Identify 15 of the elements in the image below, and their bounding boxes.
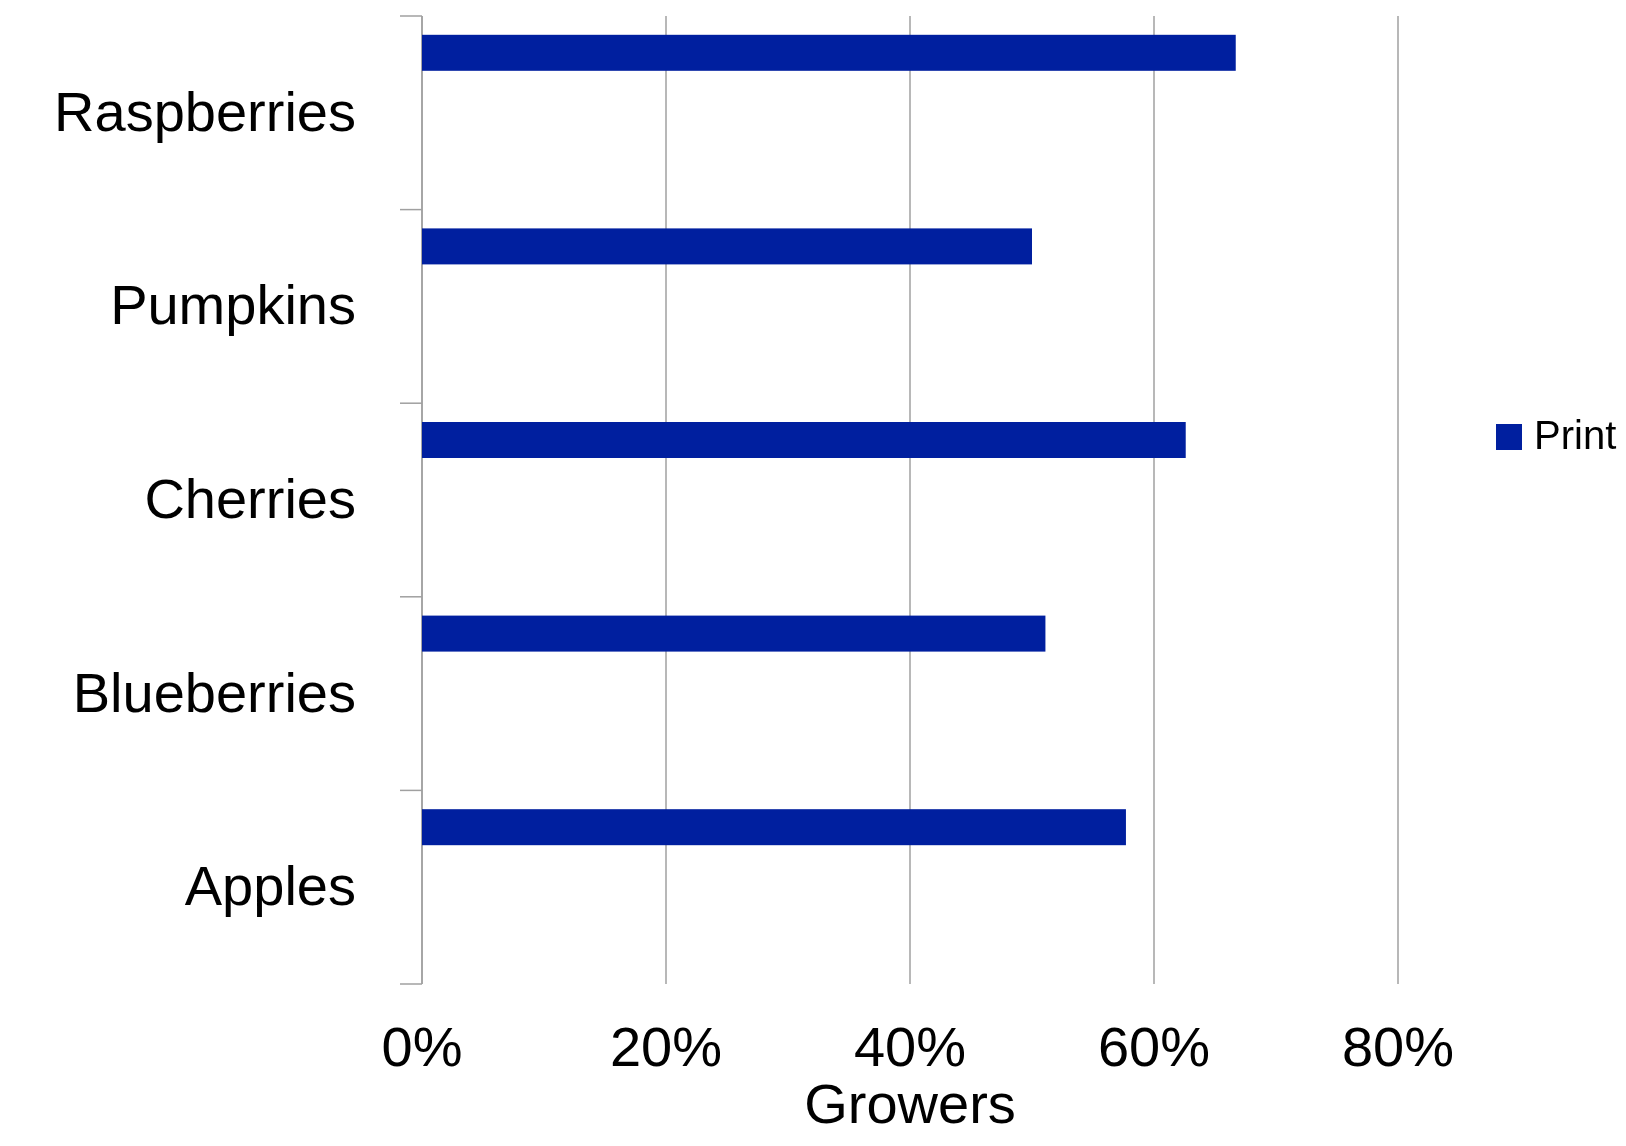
y-tick-label: Cherries bbox=[144, 467, 356, 530]
bar bbox=[422, 422, 1186, 458]
x-tick-label: 80% bbox=[1341, 1015, 1455, 1078]
bar bbox=[422, 809, 1126, 846]
x-tick-label: 60% bbox=[1097, 1015, 1211, 1078]
y-tick-label: Blueberries bbox=[72, 660, 356, 724]
bar bbox=[422, 228, 1032, 265]
x-tick-label: 20% bbox=[609, 1015, 723, 1078]
y-tick-label: Raspberries bbox=[54, 79, 356, 143]
bar bbox=[422, 34, 1236, 71]
x-tick-label: 0% bbox=[381, 1015, 463, 1078]
y-tick-label: Apples bbox=[184, 854, 356, 918]
bar bbox=[422, 615, 1046, 652]
legend-label: Print bbox=[1534, 413, 1617, 457]
y-tick-label: Pumpkins bbox=[110, 273, 356, 337]
